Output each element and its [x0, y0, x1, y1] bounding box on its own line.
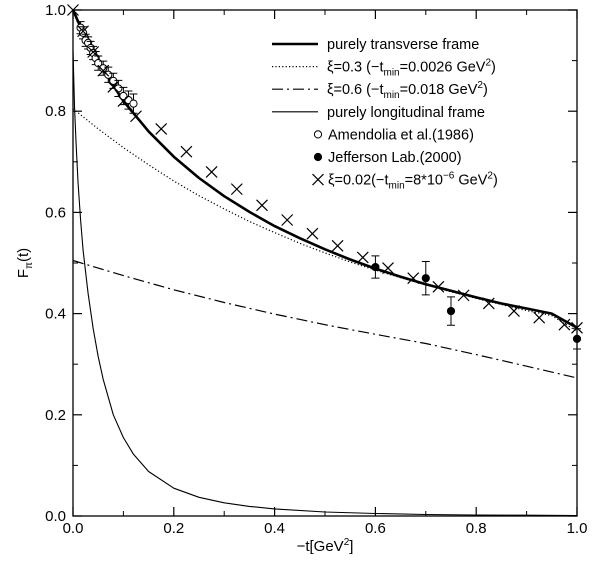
marker-xi002: [482, 297, 495, 310]
marker-xi002: [432, 280, 445, 293]
marker-xi002: [256, 199, 268, 212]
marker-xi002: [117, 95, 130, 108]
x-axis-label: −t[GeV2]: [297, 537, 354, 555]
marker-jlab: [421, 274, 430, 283]
y-tick-label: 0.0: [45, 508, 66, 525]
marker-amendolia: [114, 84, 123, 93]
marker-amendolia: [109, 76, 118, 85]
y-tick-label: 0.8: [45, 103, 66, 120]
legend-label-longitudinal: purely longitudinal frame: [327, 105, 485, 121]
marker-xi002: [155, 122, 168, 135]
marker-xi002: [382, 262, 394, 274]
marker-xi002: [356, 251, 369, 264]
marker-xi002: [97, 64, 110, 77]
y-tick-label: 0.4: [45, 306, 66, 323]
marker-xi002: [457, 289, 470, 302]
plot-markers: [67, 4, 583, 350]
marker-xi002: [281, 214, 294, 226]
marker-xi002: [571, 321, 583, 334]
x-tick-label: 0.4: [264, 520, 285, 537]
y-tick-label: 0.2: [45, 407, 66, 424]
legend-label-xi06: ξ=0.6 (−tmin=0.018 GeV2): [327, 80, 488, 101]
plot-axes: 0.0 0.2 0.4 0.6 0.8 1.0 0.0 0.2 0.4 0.6 0.8 1.0: [45, 2, 587, 537]
marker-xi002: [230, 183, 243, 196]
marker-xi002: [77, 25, 90, 38]
marker-xi002: [107, 80, 120, 93]
marker-amendolia: [99, 64, 108, 73]
marker-jlab: [446, 306, 456, 316]
legend-label-amendolia: Amendolia et al.(1986): [328, 127, 474, 143]
marker-xi002: [205, 165, 218, 178]
marker-jlab: [371, 262, 380, 272]
x-tick-label: 0.8: [466, 520, 487, 537]
legend-label-jlab: Jefferson Lab.(2000): [328, 150, 462, 166]
plot-frame: [72, 9, 578, 517]
marker-xi002: [180, 145, 193, 158]
marker-xi002: [331, 239, 344, 252]
series-line-longitudinal: [72, 50, 578, 517]
y-tick-label: 0.6: [45, 204, 66, 221]
series-line-transverse: [71, 9, 578, 329]
legend-label-transverse: purely transverse frame: [327, 37, 479, 53]
y-axis-label: Fπ(t): [15, 248, 35, 278]
x-tick-label: 0.0: [63, 520, 84, 537]
legend-label-xi002: ξ=0.02(−tmin=8*10−6 GeV2): [328, 171, 498, 192]
marker-xi002: [508, 305, 520, 317]
series-line-xi06: [72, 259, 578, 379]
legend-label-xi03: ξ=0.3 (−tmin=0.0026 GeV2): [327, 58, 496, 79]
marker-amendolia: [129, 99, 138, 108]
marker-xi002: [533, 311, 546, 324]
plot-curves: [71, 9, 578, 517]
x-tick-label: 0.2: [163, 520, 184, 537]
marker-xi002: [130, 110, 142, 123]
marker-xi002: [87, 46, 100, 58]
y-tick-label: 1.0: [45, 2, 66, 19]
marker-amendolia: [104, 70, 113, 79]
x-tick-label: 0.6: [365, 520, 386, 537]
legend-marker-jlab: [313, 152, 323, 162]
legend: purely transverse frame ξ=0.3 (−tmin=0.00…: [272, 37, 498, 192]
marker-xi002: [407, 272, 420, 285]
marker-xi002: [67, 4, 79, 16]
x-tick-label: 1.0: [567, 520, 588, 537]
legend-marker-xi002: [312, 173, 324, 186]
marker-xi002: [306, 227, 319, 240]
legend-marker-amendolia: [313, 130, 323, 139]
series-line-xi03: [72, 108, 578, 332]
marker-xi002: [558, 318, 571, 331]
marker-jlab: [572, 334, 582, 343]
